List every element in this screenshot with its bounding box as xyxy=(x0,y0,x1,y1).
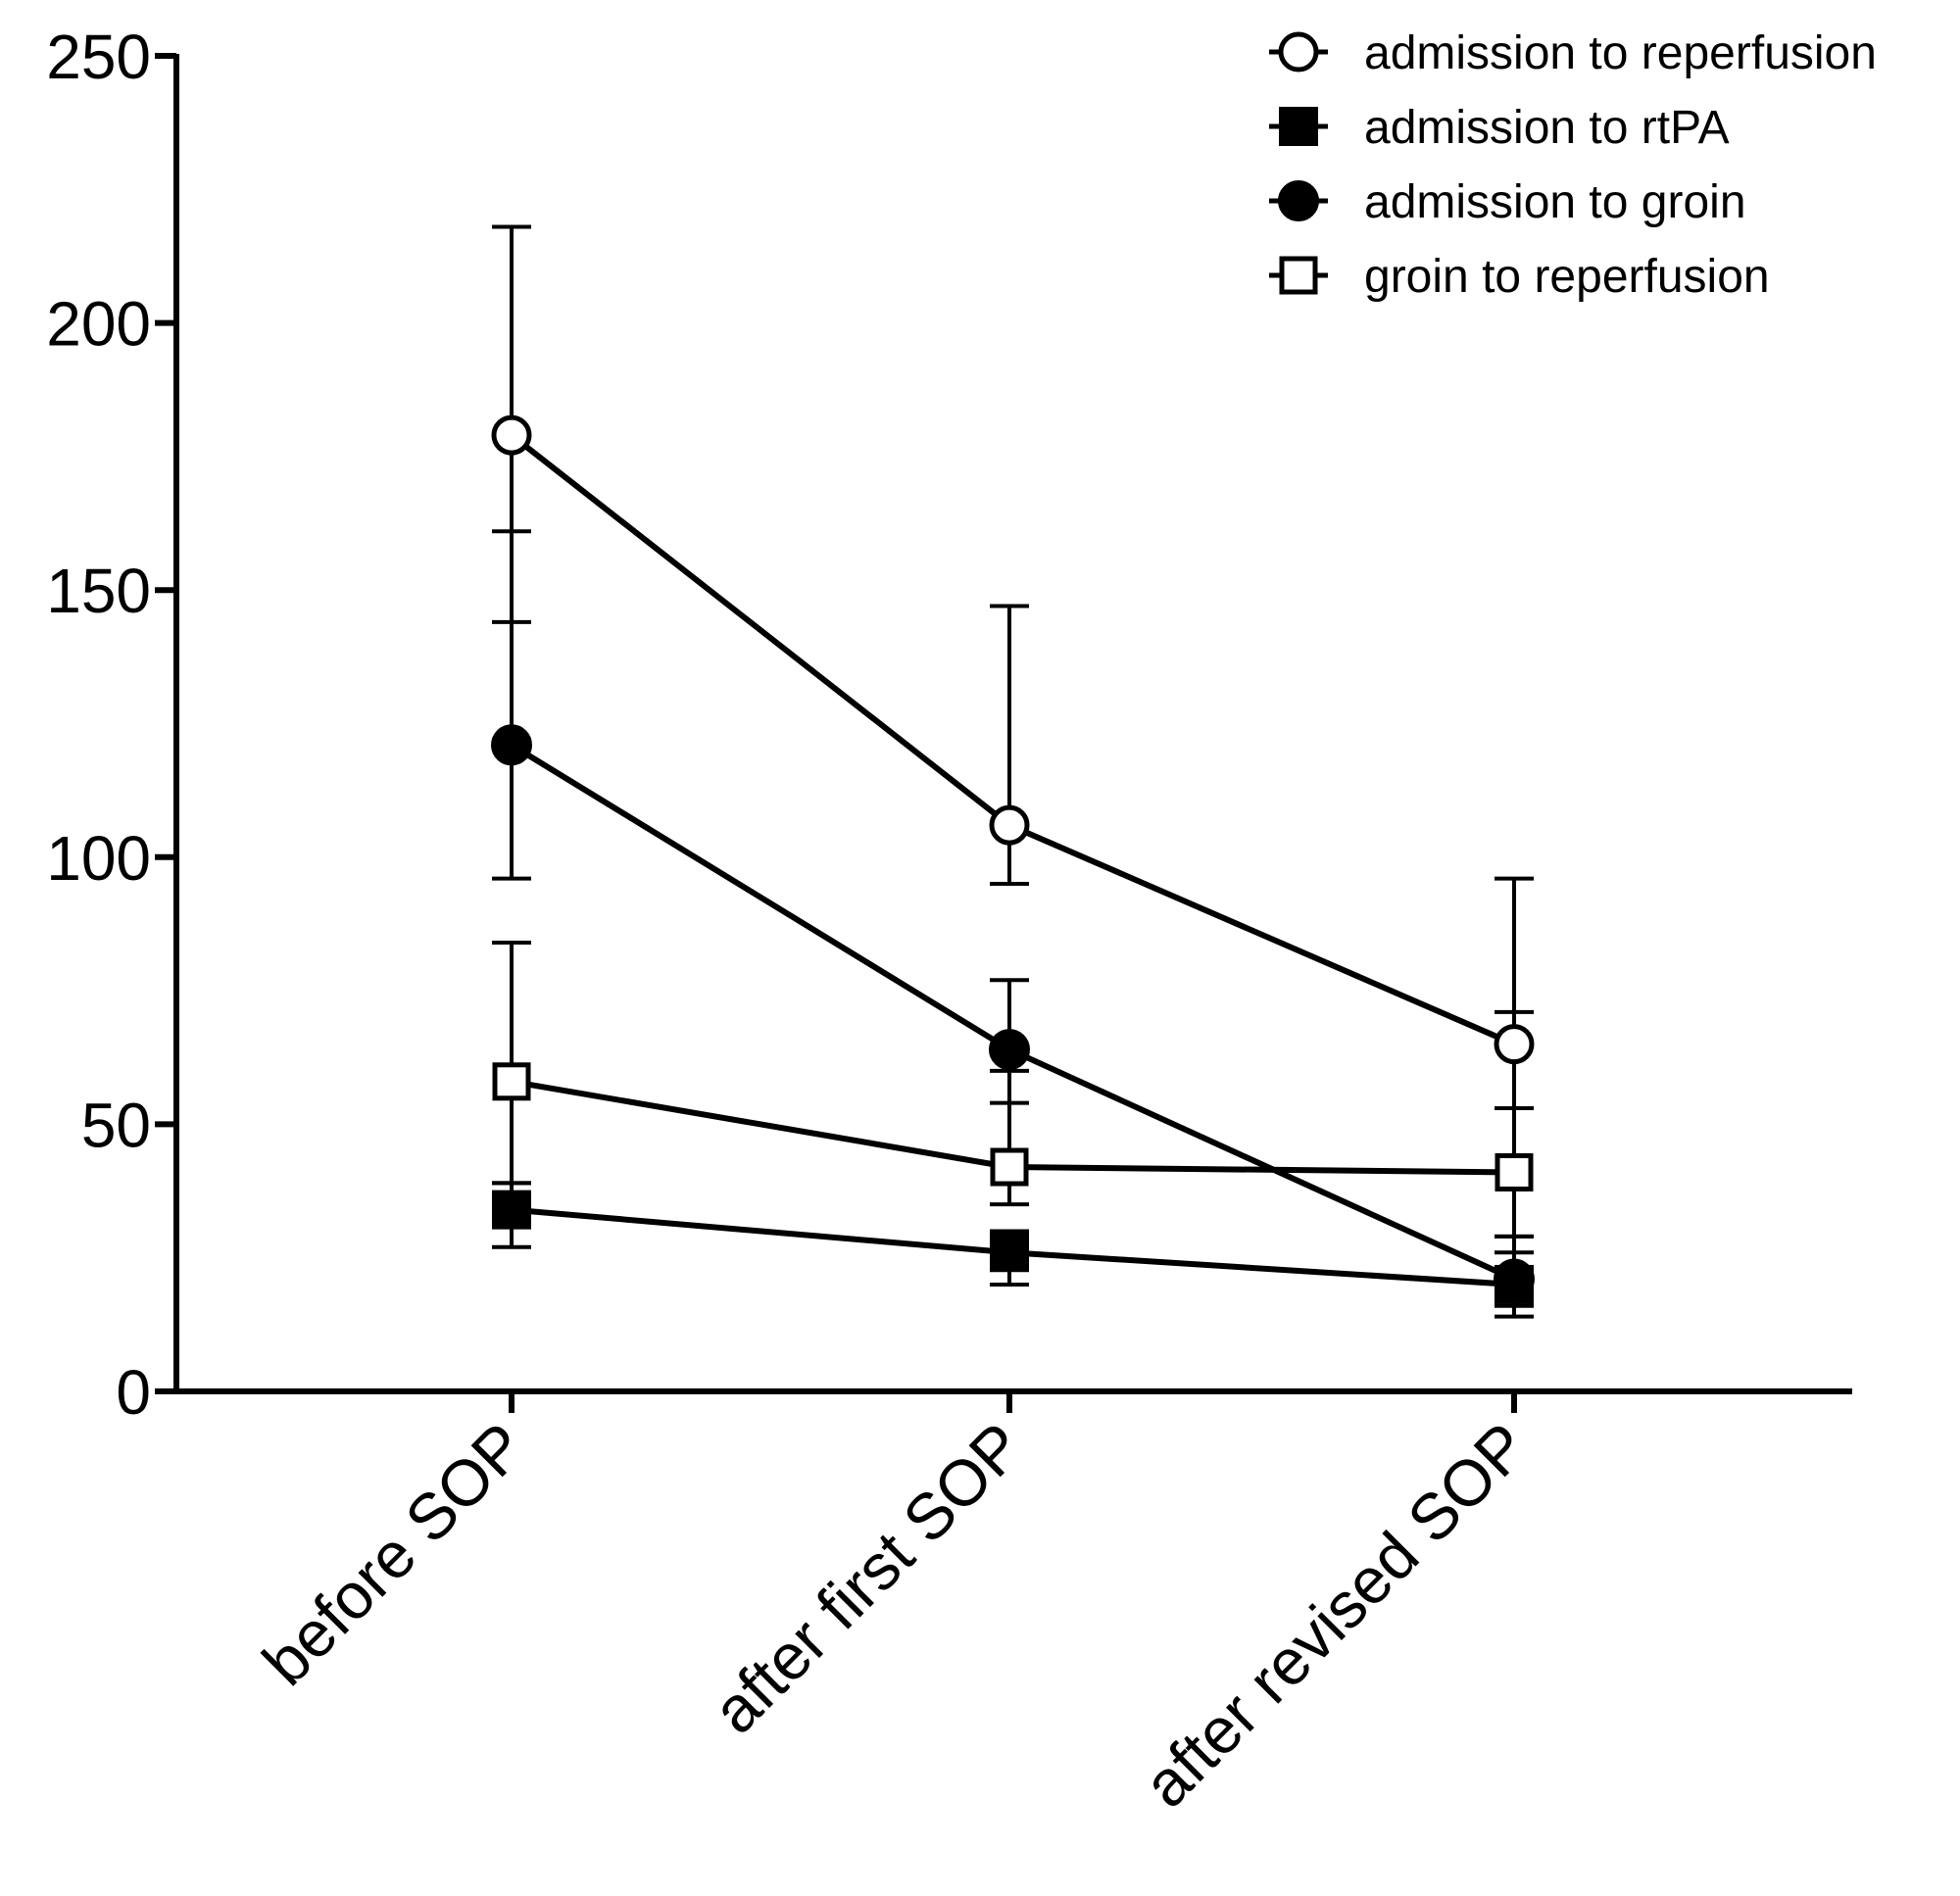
legend-marker xyxy=(1278,180,1319,221)
series-admission-to-reperfusion xyxy=(492,224,1534,1111)
markers-admission-to-reperfusion xyxy=(491,414,1535,1065)
legend-label: groin to reperfusion xyxy=(1364,251,1770,303)
legend-label: admission to groin xyxy=(1364,176,1746,228)
legend: admission to reperfusion admission to rtP… xyxy=(1269,27,1877,303)
x-tick-label: before SOP xyxy=(249,1409,539,1699)
x-tick-label: after first SOP xyxy=(699,1409,1037,1747)
x-tick-label: after revised SOP xyxy=(1129,1409,1542,1822)
data-point xyxy=(1494,1258,1535,1300)
series-layer xyxy=(491,224,1535,1319)
markers-groin-to-reperfusion xyxy=(492,1062,1534,1191)
y-tick-label: 200 xyxy=(46,289,151,360)
y-tick-label: 100 xyxy=(46,823,151,894)
y-tick-label: 150 xyxy=(46,556,151,626)
data-point xyxy=(989,804,1030,846)
y-tick-label: 250 xyxy=(46,22,151,92)
data-point xyxy=(989,1029,1030,1071)
legend-item: admission to rtPA xyxy=(1269,102,1730,154)
y-tick-label: 0 xyxy=(116,1357,151,1428)
legend-marker xyxy=(1278,31,1319,73)
legend-item: groin to reperfusion xyxy=(1269,251,1770,303)
legend-label: admission to rtPA xyxy=(1364,102,1730,154)
data-point xyxy=(1494,1152,1534,1191)
data-point xyxy=(990,1233,1029,1273)
y-tick-label: 50 xyxy=(81,1090,151,1160)
series-admission-to-groin xyxy=(492,529,1534,1308)
legend-label: admission to reperfusion xyxy=(1364,27,1877,79)
data-point xyxy=(990,1147,1029,1187)
data-point xyxy=(491,414,532,456)
data-point xyxy=(491,724,532,766)
markers-admission-to-groin xyxy=(491,724,1535,1300)
data-point xyxy=(492,1190,531,1230)
data-point xyxy=(492,1062,531,1101)
series-line xyxy=(510,432,1516,1047)
legend-marker xyxy=(1279,107,1318,146)
legend-item: admission to groin xyxy=(1269,176,1746,228)
legend-item: admission to reperfusion xyxy=(1269,27,1877,79)
data-point xyxy=(1494,1024,1535,1065)
legend-marker xyxy=(1279,256,1318,295)
